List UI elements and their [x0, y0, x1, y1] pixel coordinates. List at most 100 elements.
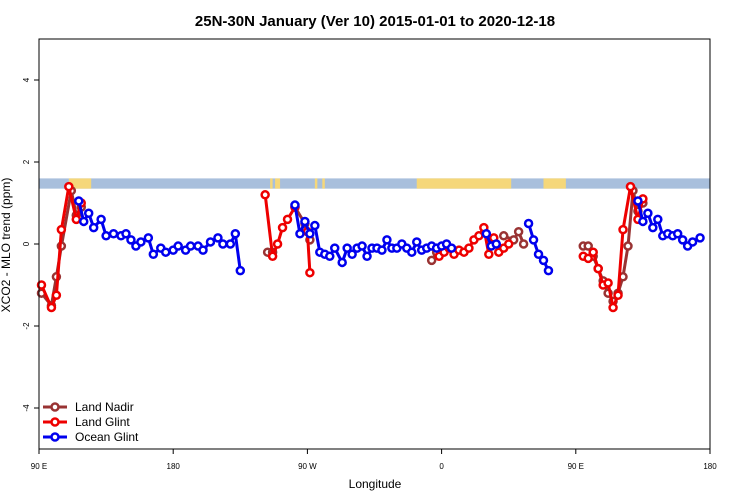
legend-entry: Land Nadir [43, 400, 134, 414]
data-point [687, 237, 698, 247]
data-point [143, 233, 154, 243]
data-point [148, 249, 159, 259]
data-point [407, 247, 417, 257]
data-point [108, 229, 119, 239]
x-tick-label: 90 W [298, 462, 317, 471]
land-mask-band [39, 178, 710, 189]
y-axis: -4 -2 0 2 4 [22, 77, 39, 412]
data-point [205, 237, 216, 247]
data-point [101, 231, 111, 241]
data-point [46, 302, 57, 313]
data-point [88, 222, 99, 233]
x-tick-label: 0 [439, 462, 444, 471]
land-segment [543, 178, 566, 189]
data-point [474, 231, 484, 241]
x-axis: 90 E 180 90 W 0 90 E 180 [31, 449, 717, 471]
data-point [290, 200, 300, 210]
chart-title: 25N-30N January (Ver 10) 2015-01-01 to 2… [195, 13, 555, 30]
data-point [267, 251, 278, 262]
x-tick-label: 90 E [31, 462, 47, 471]
data-point [523, 218, 534, 229]
series-line [305, 231, 312, 273]
data-point [481, 229, 492, 239]
data-point [513, 226, 524, 237]
data-point [583, 241, 593, 251]
data-point [695, 233, 705, 243]
data-point [213, 233, 223, 243]
data-point [533, 249, 544, 259]
data-point [347, 249, 357, 259]
data-point [608, 302, 618, 313]
data-point [484, 249, 494, 259]
data-point [282, 214, 293, 225]
data-point [230, 229, 241, 239]
data-point [218, 239, 228, 249]
data-point [613, 290, 623, 300]
data-point [160, 247, 171, 257]
data-point [342, 243, 352, 253]
y-tick-label: -4 [22, 404, 31, 412]
data-point [583, 253, 593, 264]
data-point [64, 181, 74, 192]
data-point [357, 241, 367, 251]
data-point [277, 222, 288, 233]
data-point [593, 263, 603, 274]
data-point [83, 208, 94, 218]
data-point [136, 237, 146, 247]
data-point [96, 214, 106, 225]
data-point [618, 224, 628, 235]
data-point [56, 224, 67, 235]
land-segment [68, 178, 92, 189]
data-point [464, 243, 474, 253]
series-land-glint [36, 181, 648, 313]
data-point [625, 181, 636, 192]
x-axis-label: Longitude [349, 477, 402, 491]
legend-label: Ocean Glint [75, 430, 139, 444]
data-point [411, 237, 422, 247]
legend-label: Land Glint [75, 415, 130, 429]
data-point [329, 243, 340, 253]
legend-entry: Land Glint [43, 415, 130, 429]
y-tick-label: 2 [22, 159, 31, 164]
y-axis-label: XCO2 - MLO trend (ppm) [0, 178, 13, 313]
data-point [672, 229, 683, 239]
data-point [498, 231, 509, 241]
data-point [36, 280, 47, 290]
y-tick-label: 0 [22, 241, 31, 246]
land-segment [416, 178, 512, 189]
data-point [518, 239, 529, 249]
data-point [677, 235, 688, 245]
data-point [503, 239, 514, 249]
data-point [638, 216, 648, 227]
x-tick-label: 180 [167, 462, 181, 471]
data-point [51, 290, 62, 300]
land-segment [322, 178, 325, 189]
data-point [173, 241, 183, 251]
data-point [648, 222, 658, 233]
data-point [377, 245, 387, 255]
data-point [362, 251, 372, 262]
series-land-nadir [36, 185, 648, 311]
y-tick-label: -2 [22, 322, 31, 330]
legend-swatch-marker [50, 417, 60, 427]
series-line [503, 230, 525, 245]
data-point [121, 229, 131, 239]
data-point [305, 229, 315, 239]
data-point [126, 235, 136, 245]
legend-entry: Ocean Glint [43, 430, 139, 444]
data-series [36, 181, 705, 313]
legend-swatch-marker [50, 432, 60, 442]
data-point [310, 220, 320, 231]
data-point [623, 241, 633, 251]
data-point [382, 235, 392, 245]
data-point [588, 247, 598, 257]
data-point [235, 265, 246, 276]
data-point [305, 267, 315, 278]
data-point [446, 243, 457, 253]
land-segment [270, 178, 273, 189]
legend-swatch-marker [50, 402, 60, 412]
plot-frame [38, 38, 711, 450]
land-segment [314, 178, 318, 189]
data-point [653, 214, 663, 225]
